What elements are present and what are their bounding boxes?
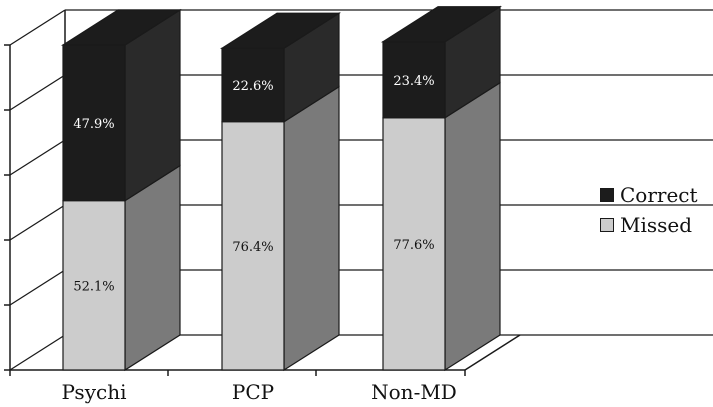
legend-item-correct: Correct [600, 180, 698, 210]
value-labels: 52.1% 47.9% 76.4% 22.6% 77.6% 23.4% [73, 74, 434, 295]
legend-item-missed: Missed [600, 210, 698, 240]
gridline-diagonal [9, 269, 66, 306]
value-label-missed: 77.6% [393, 238, 434, 253]
bar-correct [62, 44, 126, 202]
bar-missed-side [124, 164, 181, 372]
value-label-missed: 52.1% [73, 279, 114, 294]
floor-right-edge [464, 334, 521, 371]
gridline-diagonal [9, 9, 66, 46]
bar-top [380, 6, 503, 43]
value-label-missed: 76.4% [232, 240, 273, 255]
bar-top [60, 9, 183, 46]
value-label-correct: 23.4% [393, 74, 434, 89]
bar-correct [221, 47, 285, 123]
legend-label-correct: Correct [620, 183, 698, 207]
category-labels: Psychi PCP Non-MD [62, 380, 457, 404]
value-label-correct: 22.6% [232, 79, 273, 94]
chart-legend: Correct Missed [600, 180, 698, 240]
category-label: Psychi [62, 380, 127, 404]
legend-swatch-missed [600, 218, 614, 232]
bar-missed [382, 117, 446, 371]
bar-missed [62, 200, 126, 371]
bar-missed-side [283, 85, 340, 372]
gridline-diagonal [9, 74, 66, 111]
bars [60, 5, 503, 372]
legend-swatch-correct [600, 188, 614, 202]
bar-correct [382, 41, 446, 119]
legend-label-missed: Missed [620, 213, 693, 237]
gridline-diagonal [9, 334, 66, 371]
gridline-diagonal [9, 139, 66, 176]
category-label: Non-MD [371, 380, 457, 404]
gridline-diagonal [9, 204, 66, 241]
bar-missed-side [444, 81, 501, 372]
category-label: PCP [232, 380, 274, 404]
bar-missed [221, 121, 285, 371]
bar-top [219, 12, 342, 49]
value-label-correct: 47.9% [73, 117, 114, 132]
